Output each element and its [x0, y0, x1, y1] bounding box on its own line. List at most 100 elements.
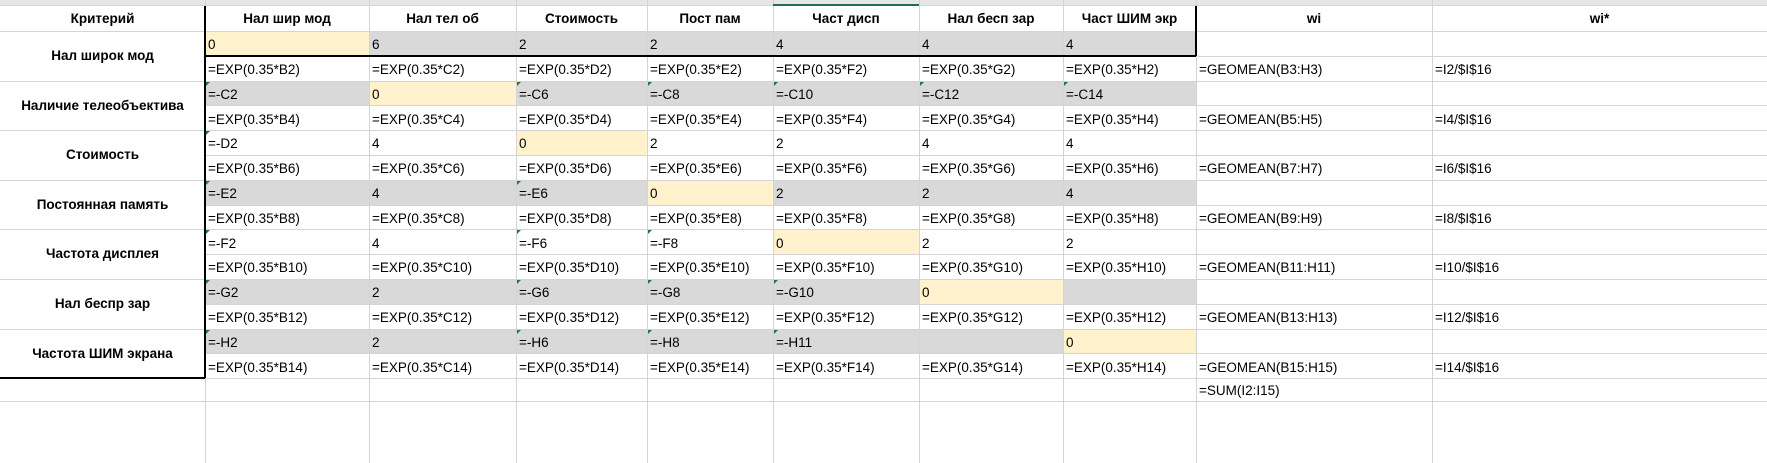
- value-cell-h2[interactable]: 4: [1063, 31, 1196, 56]
- value-cell-h6[interactable]: 4: [1066, 136, 1074, 152]
- formula-cell-e9[interactable]: =EXP(0.35*E8): [650, 210, 742, 226]
- formula-cell-b11[interactable]: =EXP(0.35*B10): [208, 260, 308, 276]
- wi-star-cell-j5[interactable]: =I4/$I$16: [1435, 111, 1492, 127]
- header-h[interactable]: Част ШИМ экр: [1081, 10, 1178, 26]
- formula-cell-h9[interactable]: =EXP(0.35*H8): [1066, 210, 1159, 226]
- row-label-4[interactable]: Постоянная память: [36, 196, 169, 212]
- value-cell-f6[interactable]: 2: [776, 136, 784, 152]
- formula-cell-b5[interactable]: =EXP(0.35*B4): [208, 111, 300, 127]
- wi-star-cell-j9[interactable]: =I8/$I$16: [1435, 210, 1492, 226]
- value-cell-g6[interactable]: 4: [922, 136, 930, 152]
- formula-cell-e15[interactable]: =EXP(0.35*E14): [650, 359, 750, 375]
- formula-cell-f15[interactable]: =EXP(0.35*F14): [776, 359, 875, 375]
- formula-cell-f7[interactable]: =EXP(0.35*F6): [776, 161, 868, 177]
- value-cell-f14[interactable]: =-H11: [773, 328, 919, 354]
- value-cell-c2[interactable]: 6: [369, 31, 516, 56]
- formula-cell-c11[interactable]: =EXP(0.35*C10): [372, 260, 473, 276]
- header-wi-star[interactable]: wi*: [1589, 10, 1610, 26]
- formula-cell-g11[interactable]: =EXP(0.35*G10): [922, 260, 1023, 276]
- header-g[interactable]: Нал бесп зар: [947, 10, 1035, 26]
- value-cell-d8[interactable]: =-E6: [516, 179, 647, 205]
- value-cell-e14[interactable]: =-H8: [647, 328, 773, 354]
- formula-cell-d7[interactable]: =EXP(0.35*D6): [519, 161, 612, 177]
- formula-cell-d5[interactable]: =EXP(0.35*D4): [519, 111, 612, 127]
- header-criteria[interactable]: Критерий: [70, 10, 135, 26]
- value-cell-g8[interactable]: 2: [919, 179, 1063, 205]
- value-cell-f12[interactable]: =-G10: [773, 279, 919, 304]
- value-cell-c6[interactable]: 4: [372, 136, 380, 152]
- wi-cell-i7[interactable]: =GEOMEAN(B7:H7): [1199, 161, 1323, 177]
- formula-cell-h15[interactable]: =EXP(0.35*H14): [1066, 359, 1167, 375]
- value-cell-g4[interactable]: =-C12: [919, 80, 1063, 106]
- formula-cell-h5[interactable]: =EXP(0.35*H4): [1066, 111, 1159, 127]
- wi-star-cell-j13[interactable]: =I12/$I$16: [1435, 310, 1500, 326]
- value-cell-e6[interactable]: 2: [650, 136, 658, 152]
- value-cell-e4[interactable]: =-C8: [647, 80, 773, 106]
- value-cell-h10[interactable]: 2: [1066, 235, 1074, 251]
- value-cell-h12[interactable]: [1063, 279, 1196, 304]
- formula-cell-g3[interactable]: =EXP(0.35*G2): [922, 62, 1016, 78]
- value-cell-c4[interactable]: 0: [369, 80, 516, 106]
- formula-cell-c13[interactable]: =EXP(0.35*C12): [372, 310, 473, 326]
- row-label-5[interactable]: Частота дисплея: [45, 246, 160, 262]
- formula-cell-g7[interactable]: =EXP(0.35*G6): [922, 161, 1016, 177]
- header-d[interactable]: Стоимость: [544, 10, 619, 26]
- value-cell-b4[interactable]: =-C2: [205, 80, 369, 106]
- value-cell-d6[interactable]: 0: [516, 130, 647, 155]
- value-cell-g12[interactable]: 0: [919, 279, 1063, 304]
- wi-cell-i13[interactable]: =GEOMEAN(B13:H13): [1199, 310, 1338, 326]
- value-cell-b6[interactable]: =-D2: [205, 130, 369, 155]
- value-cell-e8[interactable]: 0: [647, 179, 773, 205]
- header-wi[interactable]: wi: [1306, 10, 1322, 26]
- value-cell-b14[interactable]: =-H2: [205, 328, 369, 354]
- value-cell-b2[interactable]: 0: [205, 31, 369, 56]
- formula-cell-d13[interactable]: =EXP(0.35*D12): [519, 310, 620, 326]
- wi-cell-i9[interactable]: =GEOMEAN(B9:H9): [1199, 210, 1323, 226]
- wi-star-cell-j15[interactable]: =I14/$I$16: [1435, 359, 1500, 375]
- value-cell-c10[interactable]: 4: [372, 235, 380, 251]
- value-cell-d14[interactable]: =-H6: [516, 328, 647, 354]
- formula-cell-e5[interactable]: =EXP(0.35*E4): [650, 111, 742, 127]
- value-cell-d2[interactable]: 2: [516, 31, 647, 56]
- formula-cell-g9[interactable]: =EXP(0.35*G8): [922, 210, 1016, 226]
- wi-cell-i5[interactable]: =GEOMEAN(B5:H5): [1199, 111, 1323, 127]
- formula-cell-d9[interactable]: =EXP(0.35*D8): [519, 210, 612, 226]
- value-cell-g2[interactable]: 4: [919, 31, 1063, 56]
- formula-cell-e3[interactable]: =EXP(0.35*E2): [650, 62, 742, 78]
- value-cell-f4[interactable]: =-C10: [773, 80, 919, 106]
- formula-cell-f5[interactable]: =EXP(0.35*F4): [776, 111, 868, 127]
- formula-cell-c9[interactable]: =EXP(0.35*C8): [372, 210, 465, 226]
- value-cell-f10[interactable]: 0: [773, 229, 919, 255]
- header-e[interactable]: Пост пам: [679, 10, 741, 26]
- header-f[interactable]: Част дисп: [812, 10, 880, 26]
- row-label-6[interactable]: Нал беспр зар: [54, 296, 151, 312]
- formula-cell-h11[interactable]: =EXP(0.35*H10): [1066, 260, 1167, 276]
- value-cell-b8[interactable]: =-E2: [205, 179, 369, 205]
- formula-cell-d3[interactable]: =EXP(0.35*D2): [519, 62, 612, 78]
- formula-cell-h3[interactable]: =EXP(0.35*H2): [1066, 62, 1159, 78]
- value-cell-e12[interactable]: =-G8: [647, 279, 773, 304]
- value-cell-b12[interactable]: =-G2: [205, 279, 369, 304]
- formula-cell-c5[interactable]: =EXP(0.35*C4): [372, 111, 465, 127]
- formula-cell-g15[interactable]: =EXP(0.35*G14): [922, 359, 1023, 375]
- formula-cell-f9[interactable]: =EXP(0.35*F8): [776, 210, 868, 226]
- wi-cell-i15[interactable]: =GEOMEAN(B15:H15): [1199, 359, 1338, 375]
- formula-cell-b15[interactable]: =EXP(0.35*B14): [208, 359, 308, 375]
- formula-cell-c7[interactable]: =EXP(0.35*C6): [372, 161, 465, 177]
- value-cell-e10[interactable]: =-F8: [647, 229, 773, 254]
- formula-cell-f3[interactable]: =EXP(0.35*F2): [776, 62, 868, 78]
- value-cell-d10[interactable]: =-F6: [516, 229, 647, 254]
- row-label-2[interactable]: Наличие телеобъектива: [21, 97, 184, 113]
- wi-star-cell-j11[interactable]: =I10/$I$16: [1435, 260, 1500, 276]
- wi-star-cell-j7[interactable]: =I6/$I$16: [1435, 161, 1492, 177]
- value-cell-h8[interactable]: 4: [1063, 179, 1196, 205]
- value-cell-d4[interactable]: =-C6: [516, 80, 647, 106]
- formula-cell-d11[interactable]: =EXP(0.35*D10): [519, 260, 620, 276]
- formula-cell-c3[interactable]: =EXP(0.35*C2): [372, 62, 465, 78]
- value-cell-c14[interactable]: 2: [369, 328, 516, 354]
- row-label-7[interactable]: Частота ШИМ экрана: [32, 345, 173, 361]
- formula-cell-h13[interactable]: =EXP(0.35*H12): [1066, 310, 1167, 326]
- value-cell-f8[interactable]: 2: [773, 179, 919, 205]
- value-cell-g14[interactable]: [919, 328, 1063, 354]
